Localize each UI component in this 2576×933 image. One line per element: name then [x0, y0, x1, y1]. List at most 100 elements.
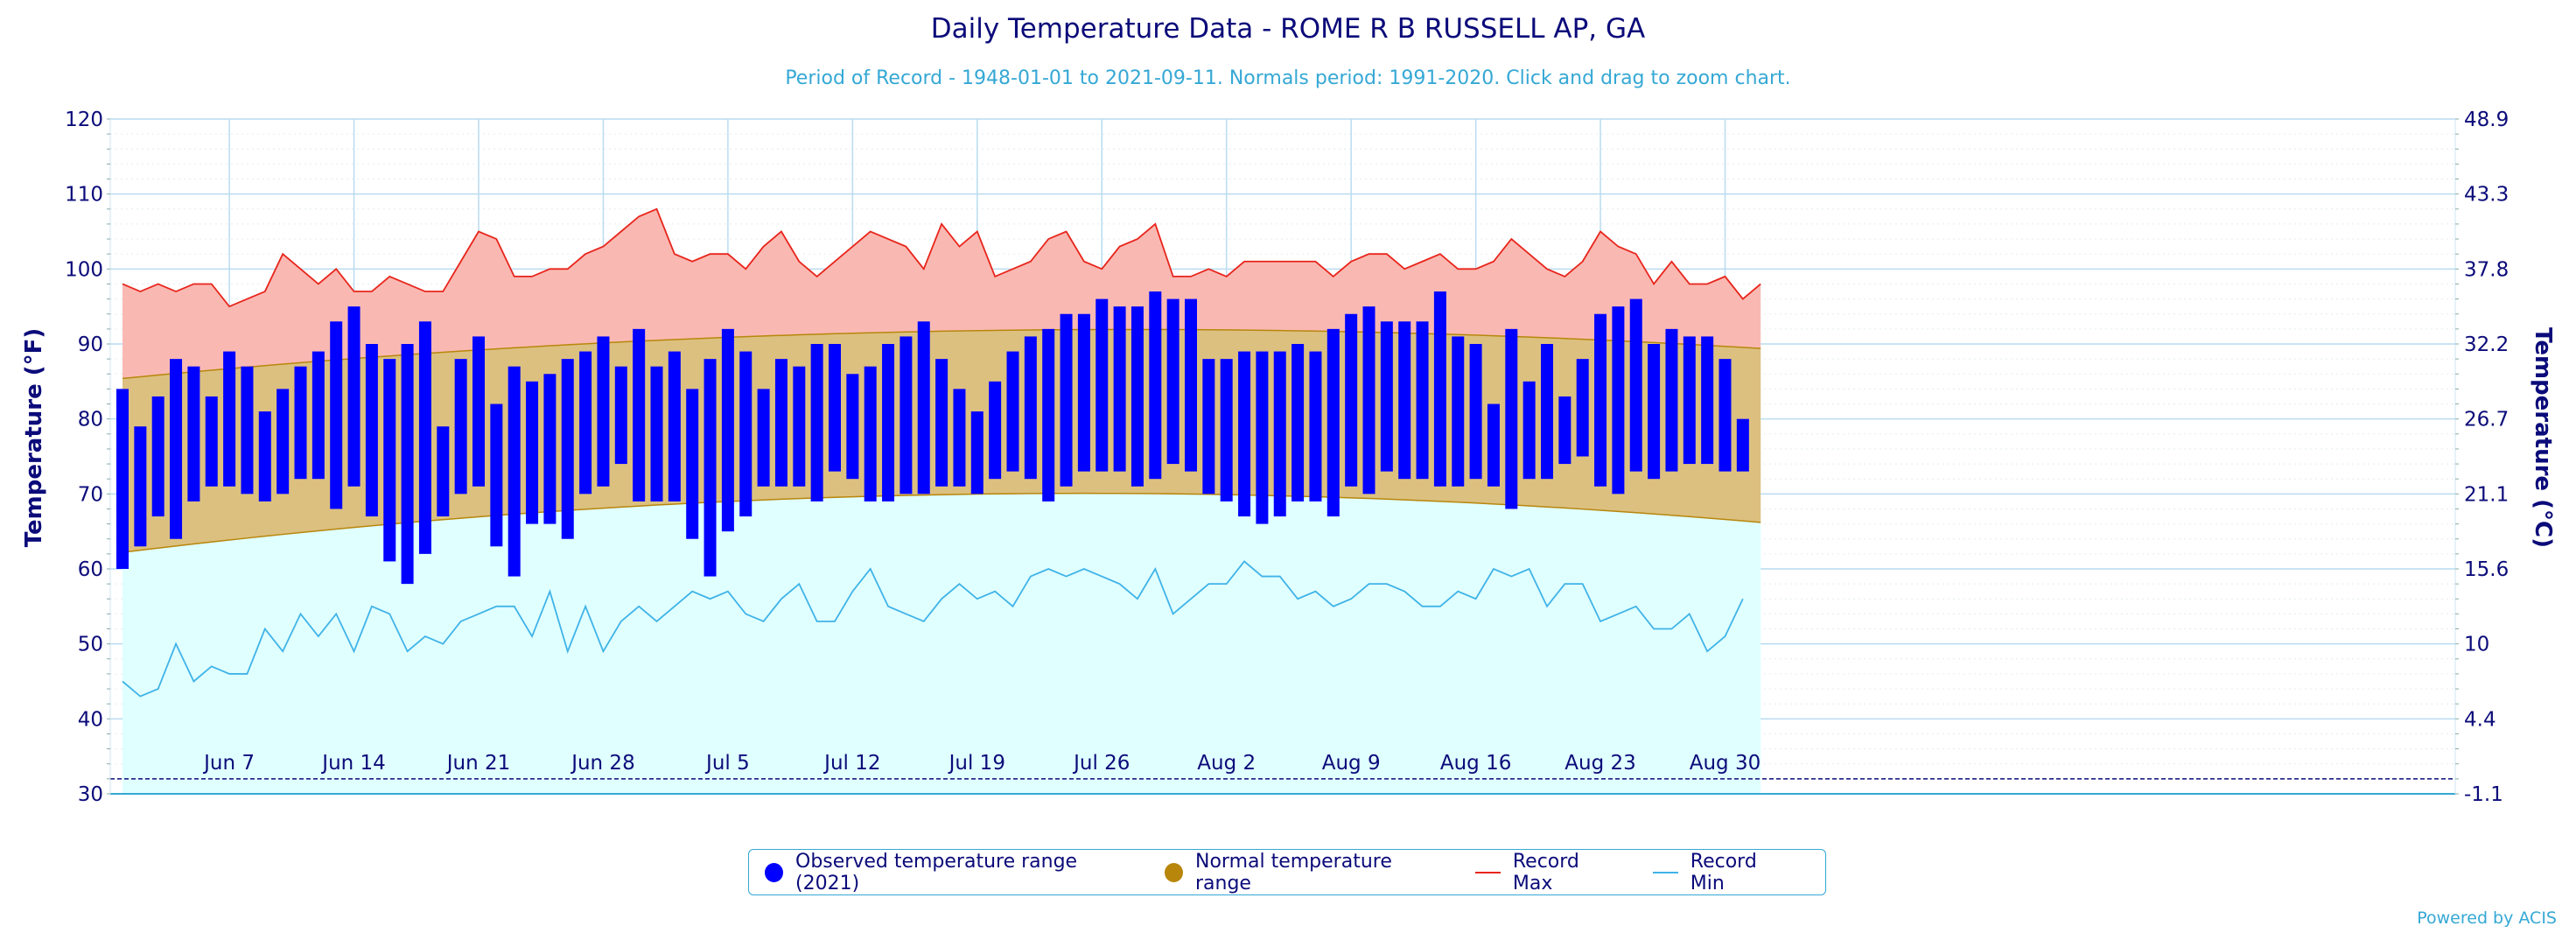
observed-bar	[1345, 313, 1358, 487]
observed-bar	[1077, 313, 1090, 472]
legend: Observed temperature range (2021) Normal…	[748, 849, 1826, 895]
y-tick-label-left: 80	[78, 409, 103, 431]
observed-bar	[1648, 344, 1661, 480]
observed-bar	[774, 359, 788, 487]
y-tick-label-left: 120	[65, 109, 103, 131]
observed-bar	[1006, 351, 1019, 472]
x-tick-label: Jun 28	[570, 752, 635, 775]
observed-bar	[739, 351, 752, 517]
observed-bar	[1487, 403, 1500, 487]
observed-bar	[846, 374, 859, 480]
observed-bar	[1024, 336, 1037, 480]
observed-bar	[1113, 306, 1126, 472]
chart-title: Daily Temperature Data - ROME R B RUSSEL…	[931, 13, 1645, 45]
y-tick-label-left: 70	[78, 483, 103, 506]
x-tick-label: Jul 19	[948, 752, 1005, 775]
observed-bar	[1665, 328, 1678, 472]
observed-bar	[401, 344, 414, 585]
legend-item-record-max[interactable]: Record Max	[1475, 851, 1620, 894]
normal-max-line	[122, 328, 1761, 380]
legend-record-min-label: Record Min	[1690, 850, 1757, 894]
y-tick-label-left: 50	[78, 634, 103, 656]
observed-bar	[1256, 351, 1269, 524]
observed-bar	[526, 381, 539, 524]
observed-bar	[418, 321, 431, 554]
observed-bar	[810, 344, 823, 502]
observed-bar	[454, 359, 467, 495]
observed-bar	[1433, 291, 1446, 487]
x-tick-label: Aug 9	[1322, 752, 1381, 775]
observed-bar	[490, 403, 503, 547]
observed-bar	[1292, 344, 1305, 502]
observed-bar	[1166, 298, 1180, 465]
observed-bar	[1522, 381, 1536, 480]
observed-bar	[757, 389, 770, 487]
observed-bar	[1629, 298, 1642, 472]
observed-bar	[614, 366, 627, 465]
observed-bar	[953, 389, 966, 487]
observed-bar	[1736, 418, 1749, 472]
observed-bar	[1505, 328, 1518, 509]
observed-bar	[1185, 298, 1197, 472]
observed-bar	[633, 328, 646, 502]
y-axis-title-right: Temperature (°C)	[2530, 327, 2556, 548]
legend-normal-label: Normal temperature range	[1195, 850, 1392, 894]
y-tick-label-left: 100	[65, 258, 103, 281]
observed-bar	[1541, 344, 1553, 480]
observed-bar	[864, 366, 877, 502]
observed-bar	[365, 344, 378, 517]
observed-bar	[276, 389, 290, 495]
y-tick-label-left: 30	[78, 783, 103, 806]
observed-bar	[134, 426, 147, 547]
observed-bar	[223, 351, 236, 487]
observed-bar	[383, 359, 396, 562]
y-tick-label-right: 43.3	[2464, 184, 2509, 207]
observed-bar	[935, 359, 948, 487]
x-tick-label: Jul 5	[704, 752, 750, 775]
plot-area[interactable]: 30 40 50 60 70 80 90 100 110 120 -1.1 4.4 10 15.6 21.1…	[65, 109, 2509, 806]
x-tick-label: Jul 12	[822, 752, 880, 775]
observed-bar	[116, 389, 129, 569]
record-min-line	[122, 560, 1744, 698]
observed-bar	[1326, 328, 1340, 517]
legend-item-observed[interactable]: Observed temperature range (2021)	[765, 851, 1131, 894]
above-normal-area	[122, 208, 1761, 379]
y-tick-label-right: 37.8	[2464, 258, 2509, 281]
observed-bar	[650, 366, 663, 502]
observed-bar	[187, 366, 200, 502]
y-tick-label-right: 48.9	[2464, 109, 2509, 131]
record-max-line	[122, 207, 1761, 308]
x-tick-label: Jul 26	[1072, 752, 1130, 775]
observed-bar	[1558, 396, 1572, 465]
legend-item-record-min[interactable]: Record Min	[1653, 851, 1792, 894]
x-tick-label: Jun 7	[202, 752, 255, 775]
powered-by-credit[interactable]: Powered by ACIS	[2417, 908, 2557, 928]
observed-bar	[1130, 306, 1144, 487]
observed-bar	[1238, 351, 1251, 517]
y-tick-label-right: 21.1	[2464, 483, 2509, 506]
y-tick-label-right: -1.1	[2464, 783, 2503, 806]
observed-bar	[561, 359, 574, 539]
legend-item-normal[interactable]: Normal temperature range	[1165, 851, 1442, 894]
observed-bar	[1060, 313, 1073, 487]
y-tick-label-left: 40	[78, 708, 103, 731]
observed-bar	[472, 336, 485, 487]
x-tick-label: Jun 14	[320, 752, 386, 775]
observed-bar	[1452, 336, 1465, 487]
observed-bar	[597, 336, 610, 487]
observed-bar	[900, 336, 913, 495]
observed-bar	[1362, 306, 1376, 495]
observed-bar	[241, 366, 254, 495]
x-tick-label: Aug 23	[1564, 752, 1636, 775]
observed-bar	[1683, 336, 1696, 465]
observed-bar	[1149, 291, 1162, 480]
observed-bar	[882, 344, 895, 502]
y-axis-title-left: Temperature (°F)	[21, 328, 47, 548]
observed-bar	[1576, 359, 1589, 457]
observed-bar	[1469, 344, 1482, 480]
observed-bar	[1042, 328, 1055, 502]
observed-bar	[1220, 359, 1233, 502]
observed-bar	[829, 344, 841, 472]
y-tick-label-right: 4.4	[2464, 708, 2496, 731]
